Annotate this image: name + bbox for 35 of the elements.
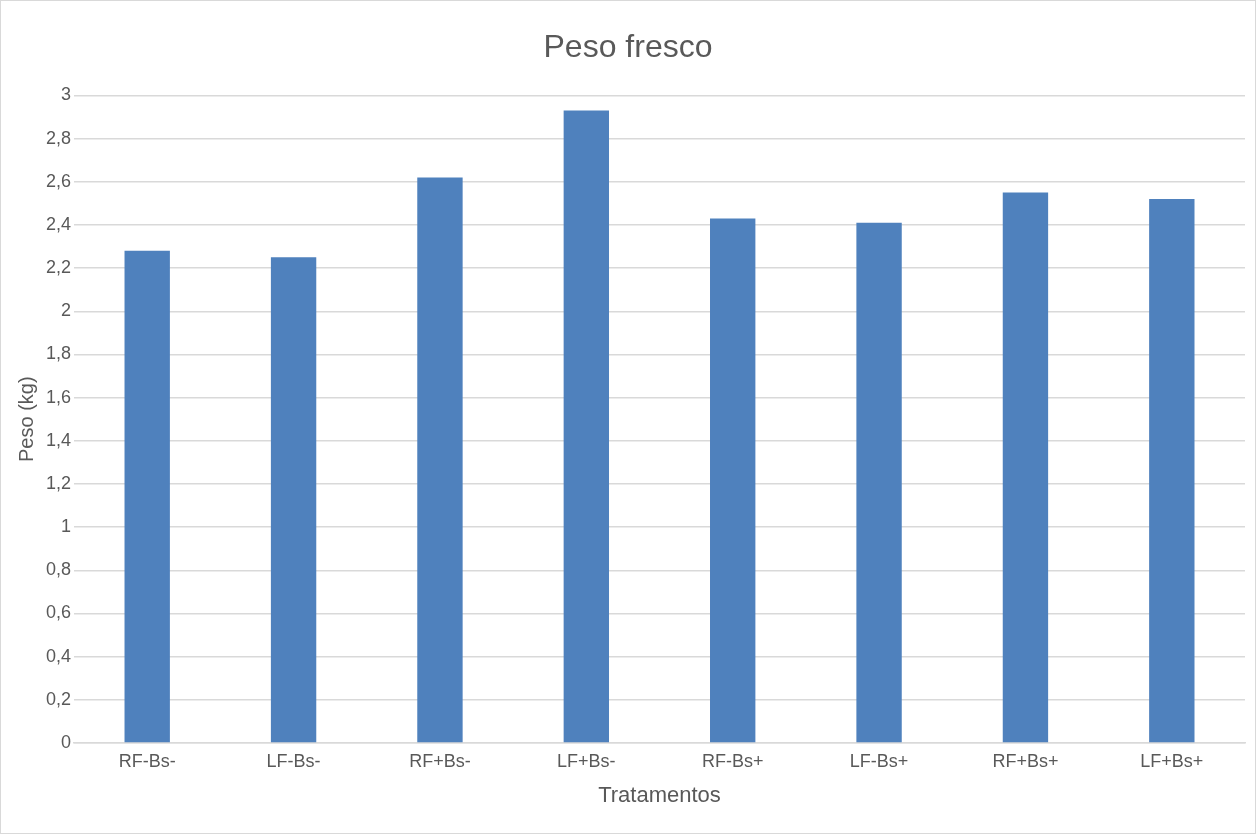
x-tick-label: RF+Bs+ [992, 750, 1059, 771]
bar [417, 177, 463, 743]
y-tick-label: 2,2 [45, 257, 72, 278]
y-tick-label: 1,8 [45, 343, 72, 364]
bar [563, 110, 610, 743]
y-tick-label: 0,8 [45, 559, 72, 580]
y-tick-label: 2 [61, 300, 72, 321]
x-axis-title: Tratamentos [598, 781, 721, 807]
bar [124, 250, 170, 743]
y-tick-label: 1,2 [45, 472, 72, 493]
x-tick-label: RF-Bs- [118, 750, 176, 771]
bar [710, 218, 756, 743]
x-tick-label: LF-Bs+ [849, 750, 909, 771]
y-tick-label: 3 [61, 84, 72, 105]
chart-title: Peso fresco [543, 28, 713, 65]
y-tick-label: 2,6 [45, 170, 72, 191]
y-tick-label: 2,4 [45, 213, 72, 234]
y-tick-label: 0 [61, 731, 72, 752]
bar [856, 222, 902, 743]
y-tick-label: 0,4 [45, 645, 72, 666]
x-tick-label: RF-Bs+ [701, 750, 764, 771]
x-tick-label: LF-Bs- [266, 750, 321, 771]
bar [1149, 199, 1195, 743]
x-tick-label: RF+Bs- [409, 750, 471, 771]
x-tick-label: LF+Bs- [557, 750, 616, 771]
x-tick-label: LF+Bs+ [1140, 750, 1204, 771]
y-tick-label: 1,6 [45, 386, 72, 407]
bar [1002, 192, 1049, 743]
y-tick-label: 1 [61, 516, 72, 537]
y-tick-label: 0,6 [45, 602, 72, 623]
y-tick-label: 0,2 [45, 688, 72, 709]
y-tick-label: 1,4 [45, 429, 72, 450]
y-tick-label: 2,8 [45, 127, 72, 148]
y-axis-title: Peso (kg) [14, 376, 37, 462]
bar [270, 257, 317, 743]
